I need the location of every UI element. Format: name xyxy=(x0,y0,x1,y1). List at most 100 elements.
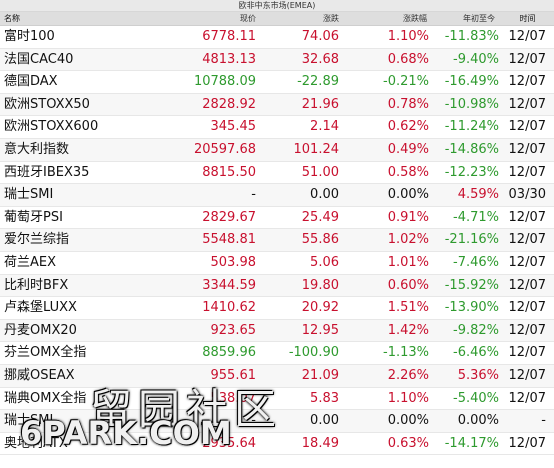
change-value: 19.80 xyxy=(301,277,339,293)
change-pct-value: -0.21% xyxy=(383,74,429,90)
time-value: 12/07 xyxy=(508,232,546,248)
change-pct-value: 0.58% xyxy=(387,164,429,180)
header-ytd[interactable]: 年初至今 xyxy=(463,14,495,23)
ytd-value: -14.17% xyxy=(444,435,499,451)
ytd-value: -11.83% xyxy=(444,29,499,44)
table-row[interactable]: 欧洲STOXX50 2828.92 21.96 0.78% -10.98% 12/07 xyxy=(0,93,554,117)
change-pct-value: 1.10% xyxy=(387,29,429,44)
header-change[interactable]: 涨跌 xyxy=(323,14,339,23)
ytd-value: 5.36% xyxy=(457,367,499,383)
price-value: 20597.68 xyxy=(193,141,256,157)
index-name: 爱尔兰综指 xyxy=(4,232,70,248)
change-pct-value: 0.91% xyxy=(387,209,429,225)
table-row[interactable]: 德国DAX 10788.09 -22.89 -0.21% -16.49% 12/07 xyxy=(0,71,554,94)
table-row[interactable]: 奥地利ATX 2935.64 18.49 0.63% -14.17% 12/07 xyxy=(0,433,554,456)
change-value: 0.00 xyxy=(310,187,339,203)
change-value: 55.86 xyxy=(301,232,339,248)
table-row[interactable]: 葡萄牙PSI 2829.67 25.49 0.91% -4.71% 12/07 xyxy=(0,207,554,230)
index-name: 欧洲STOXX600 xyxy=(4,119,99,135)
table-body: 富时100 6778.11 74.06 1.10% -11.83% 12/07 法国CAC4… xyxy=(0,26,554,456)
table-row[interactable]: 瑞士SMI - 0.00 0.00% 4.59% 03/30 xyxy=(0,184,554,207)
time-value: 12/07 xyxy=(508,74,546,90)
ytd-value: -7.46% xyxy=(453,254,499,270)
index-name: 富时100 xyxy=(4,29,55,44)
table-row[interactable]: 比利时BFX 3344.59 19.80 0.60% -15.92% 12/07 xyxy=(0,274,554,298)
time-value: - xyxy=(541,413,546,429)
time-value: 12/07 xyxy=(508,435,546,451)
index-name: 德国DAX xyxy=(4,74,58,90)
change-value: 0.00 xyxy=(310,413,339,429)
price-value: 2935.64 xyxy=(202,435,256,451)
table-row[interactable]: 欧洲STOXX600 345.45 2.14 0.62% -11.24% 12/07 xyxy=(0,116,554,139)
price-value: - xyxy=(251,187,256,203)
change-value: 12.95 xyxy=(301,322,339,338)
time-value: 12/07 xyxy=(508,119,546,135)
index-name: 荷兰AEX xyxy=(4,254,57,270)
change-pct-value: 0.60% xyxy=(387,277,429,293)
price-value: 6778.11 xyxy=(202,29,256,44)
price-value: 923.65 xyxy=(210,322,257,338)
time-value: 12/07 xyxy=(508,29,546,44)
table-title: 欧非中东市场(EMEA) xyxy=(0,0,554,12)
table-row[interactable]: 瑞典OMX全指 538.07 5.83 1.10% -5.40% 12/07 xyxy=(0,388,554,411)
price-value: 503.98 xyxy=(210,254,257,270)
index-name: 丹麦OMX20 xyxy=(4,322,77,338)
table-row[interactable]: 卢森堡LUXX 1410.62 20.92 1.51% -13.90% 12/07 xyxy=(0,297,554,320)
table-row[interactable]: 法国CAC40 4813.13 32.68 0.68% -9.40% 12/07 xyxy=(0,48,554,72)
change-pct-value: 0.00% xyxy=(387,187,429,203)
price-value: 8859.96 xyxy=(202,345,256,361)
ytd-value: -5.40% xyxy=(453,390,499,406)
index-name: 瑞士SMI xyxy=(4,413,54,429)
index-name: 西班牙IBEX35 xyxy=(4,164,90,180)
index-name: 葡萄牙PSI xyxy=(4,209,63,225)
change-value: 20.92 xyxy=(301,300,339,316)
ytd-value: -11.24% xyxy=(444,119,499,135)
change-value: 2.14 xyxy=(310,119,339,135)
index-name: 法国CAC40 xyxy=(4,51,74,67)
ytd-value: -9.82% xyxy=(453,322,499,338)
price-value: 2828.92 xyxy=(202,96,256,112)
ytd-value: -13.90% xyxy=(444,300,499,316)
table-row[interactable]: 富时100 6778.11 74.06 1.10% -11.83% 12/07 xyxy=(0,26,554,49)
table-row[interactable]: 西班牙IBEX35 8815.50 51.00 0.58% -12.23% 12/07 xyxy=(0,162,554,185)
index-name: 比利时BFX xyxy=(4,277,69,293)
table-row[interactable]: 瑞士SMI - 0.00 0.00% 0.00% - xyxy=(0,410,554,433)
table-row[interactable]: 芬兰OMX全指 8859.96 -100.90 -1.13% -6.46% 12/07 xyxy=(0,342,554,365)
change-value: 18.49 xyxy=(301,435,339,451)
change-value: 51.00 xyxy=(301,164,339,180)
index-name: 卢森堡LUXX xyxy=(4,300,77,316)
ytd-value: -9.40% xyxy=(453,51,499,67)
time-value: 12/07 xyxy=(508,254,546,270)
index-name: 瑞士SMI xyxy=(4,187,54,203)
price-value: 345.45 xyxy=(210,119,257,135)
change-pct-value: 0.62% xyxy=(387,119,429,135)
index-name: 挪威OSEAX xyxy=(4,367,75,383)
ytd-value: 4.59% xyxy=(457,187,499,203)
change-value: 5.83 xyxy=(310,390,339,406)
table-row[interactable]: 丹麦OMX20 923.65 12.95 1.42% -9.82% 12/07 xyxy=(0,319,554,343)
header-price[interactable]: 现价 xyxy=(240,14,256,23)
ytd-value: -16.49% xyxy=(444,74,499,90)
table-row[interactable]: 荷兰AEX 503.98 5.06 1.01% -7.46% 12/07 xyxy=(0,252,554,275)
time-value: 12/07 xyxy=(508,96,546,112)
ytd-value: -4.71% xyxy=(453,209,499,225)
change-value: -100.90 xyxy=(288,345,339,361)
header-change-pct[interactable]: 涨跌幅 xyxy=(403,14,427,23)
header-name[interactable]: 名称 xyxy=(4,14,20,23)
header-time[interactable]: 时间 xyxy=(519,14,536,23)
price-value: 2829.67 xyxy=(202,209,256,225)
price-value: 5548.81 xyxy=(202,232,256,248)
table-row[interactable]: 意大利指数 20597.68 101.24 0.49% -14.86% 12/07 xyxy=(0,138,554,162)
table-row[interactable]: 挪威OSEAX 955.61 21.09 2.26% 5.36% 12/07 xyxy=(0,364,554,388)
change-value: 25.49 xyxy=(301,209,339,225)
price-value: 8815.50 xyxy=(202,164,256,180)
change-pct-value: 2.26% xyxy=(387,367,429,383)
price-value: 3344.59 xyxy=(202,277,256,293)
change-pct-value: 1.42% xyxy=(387,322,429,338)
ytd-value: -12.23% xyxy=(444,164,499,180)
table-row[interactable]: 爱尔兰综指 5548.81 55.86 1.02% -21.16% 12/07 xyxy=(0,229,554,252)
price-value: 955.61 xyxy=(210,367,257,383)
index-name: 瑞典OMX全指 xyxy=(4,390,87,406)
change-pct-value: 1.01% xyxy=(387,254,429,270)
